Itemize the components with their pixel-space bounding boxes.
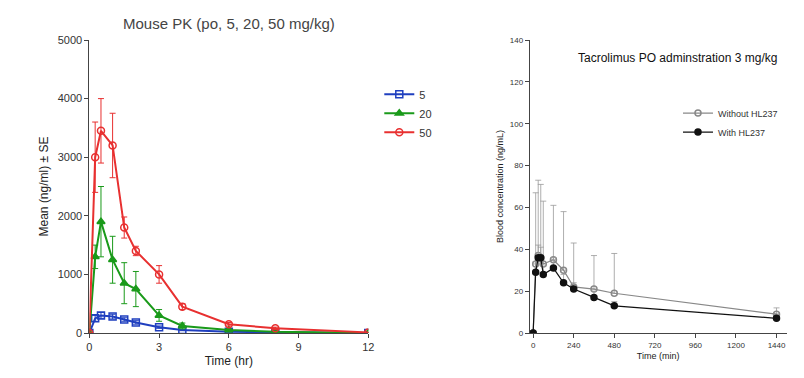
svg-text:Blood concentration (ng/mL): Blood concentration (ng/mL) [495,130,505,243]
svg-text:120: 120 [510,78,524,87]
svg-text:4000: 4000 [58,92,82,104]
svg-text:1440: 1440 [768,341,786,350]
svg-text:Without HL237: Without HL237 [718,109,778,119]
svg-text:240: 240 [567,341,581,350]
svg-text:5: 5 [419,89,425,101]
svg-text:3: 3 [156,341,162,353]
svg-text:40: 40 [514,245,523,254]
svg-text:12: 12 [362,341,374,353]
svg-text:3000: 3000 [58,151,82,163]
svg-text:Tacrolimus PO adminstration 3: Tacrolimus PO adminstration 3 mg/kg [578,51,777,65]
svg-text:0: 0 [86,341,92,353]
svg-text:Mean (ng/ml) ± SE: Mean (ng/ml) ± SE [37,137,51,237]
svg-text:140: 140 [510,36,524,45]
svg-text:5000: 5000 [58,34,82,46]
svg-text:Time (hr): Time (hr) [205,354,253,368]
svg-text:With HL237: With HL237 [718,128,765,138]
svg-text:80: 80 [514,161,523,170]
svg-text:50: 50 [419,127,431,139]
svg-text:0: 0 [76,327,82,339]
svg-text:960: 960 [689,341,703,350]
svg-text:1200: 1200 [727,341,745,350]
svg-text:720: 720 [648,341,662,350]
svg-text:1000: 1000 [58,268,82,280]
svg-text:Time (min): Time (min) [637,351,680,361]
svg-text:20: 20 [514,287,523,296]
svg-text:480: 480 [608,341,622,350]
svg-text:20: 20 [419,108,431,120]
svg-text:60: 60 [514,203,523,212]
svg-text:6: 6 [226,341,232,353]
svg-text:Mouse PK (po, 5, 20, 50 mg/kg): Mouse PK (po, 5, 20, 50 mg/kg) [123,15,335,32]
svg-text:9: 9 [295,341,301,353]
svg-text:100: 100 [510,120,524,129]
svg-text:0: 0 [531,341,536,350]
svg-text:0: 0 [519,329,524,338]
svg-text:2000: 2000 [58,210,82,222]
